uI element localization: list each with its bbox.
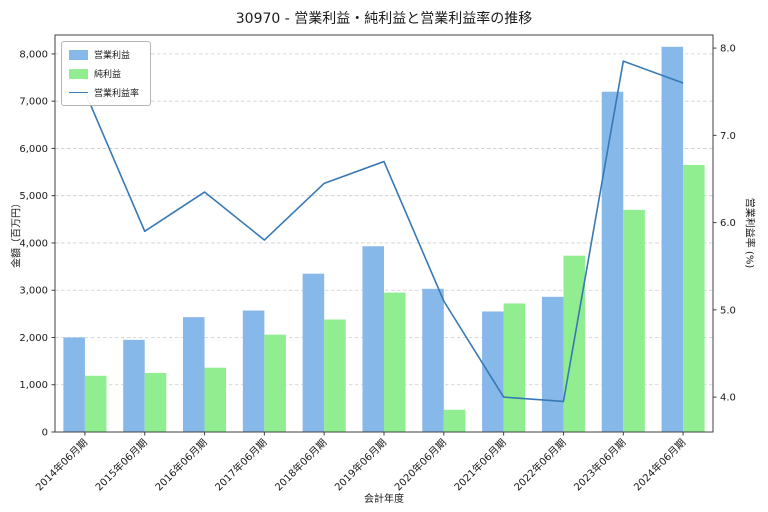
bar — [683, 164, 705, 432]
left-tick-label: 2,000 — [19, 333, 48, 344]
bar — [63, 337, 85, 432]
right-tick-label: 6.0 — [720, 218, 736, 229]
bar — [661, 46, 684, 432]
x-tick-label: 2018年06月期 — [272, 436, 329, 493]
bar — [541, 296, 564, 432]
right-tick-label: 4.0 — [720, 393, 736, 404]
left-axis-label: 金額（百万円） — [11, 198, 23, 268]
bar — [144, 372, 167, 432]
left-tick-label: 1,000 — [19, 380, 48, 391]
bar — [384, 292, 406, 432]
bar — [264, 334, 286, 432]
x-tick-label: 2020年06月期 — [392, 436, 449, 493]
chart-legend: 営業利益 純利益 営業利益率 — [61, 41, 152, 106]
bar — [324, 319, 346, 432]
x-tick-label: 2014年06月期 — [33, 436, 90, 493]
left-tick-label: 4,000 — [19, 238, 48, 249]
line-series — [84, 60, 684, 403]
right-axis-label: 営業利益率 (%) — [743, 197, 755, 269]
x-tick-label: 2015年06月期 — [92, 436, 149, 493]
right-tick-label: 5.0 — [720, 305, 736, 316]
left-tick-label: 8,000 — [19, 49, 48, 60]
left-tick-label: 7,000 — [19, 97, 48, 108]
bar — [443, 409, 466, 432]
bar — [482, 311, 504, 432]
left-tick-label: 6,000 — [19, 144, 48, 155]
bar — [242, 310, 265, 432]
bar — [302, 273, 325, 432]
legend-swatch-operating-profit — [69, 49, 88, 60]
x-tick-label: 2022年06月期 — [511, 436, 568, 493]
x-tick-label: 2017年06月期 — [212, 436, 269, 493]
x-tick-label: 2024年06月期 — [631, 436, 688, 493]
bar — [123, 339, 145, 432]
bar — [204, 367, 227, 432]
legend-label-operating-profit: 営業利益 — [94, 51, 131, 61]
x-axis-label: 会計年度 — [364, 494, 404, 505]
bar — [601, 91, 624, 432]
legend-item-net-profit: 純利益 — [69, 67, 139, 80]
x-tick-label: 2023年06月期 — [571, 436, 628, 493]
x-tick-label: 2016年06月期 — [152, 436, 209, 493]
left-tick-label: 0 — [42, 428, 48, 439]
bar — [623, 209, 645, 432]
legend-swatch-net-profit — [69, 68, 88, 79]
legend-item-operating-profit: 営業利益 — [69, 48, 139, 61]
bar — [362, 246, 384, 432]
x-tick-label: 2019年06月期 — [332, 436, 389, 493]
right-tick-label: 7.0 — [720, 131, 736, 142]
left-tick-label: 3,000 — [19, 286, 48, 297]
bar — [422, 288, 444, 432]
bar — [84, 375, 107, 432]
chart-title: 30970 - 営業利益・純利益と営業利益率の推移 — [235, 11, 533, 27]
bars-layer — [63, 46, 705, 432]
legend-swatch-operating-margin-line — [69, 92, 88, 93]
right-tick-label: 8.0 — [720, 44, 736, 55]
bar — [183, 317, 205, 432]
left-tick-label: 5,000 — [19, 191, 48, 202]
x-tick-label: 2021年06月期 — [451, 436, 508, 493]
bar — [503, 303, 526, 432]
legend-label-operating-margin: 営業利益率 — [94, 89, 140, 99]
legend-item-operating-margin: 営業利益率 — [69, 86, 139, 99]
legend-label-net-profit: 純利益 — [94, 70, 122, 80]
